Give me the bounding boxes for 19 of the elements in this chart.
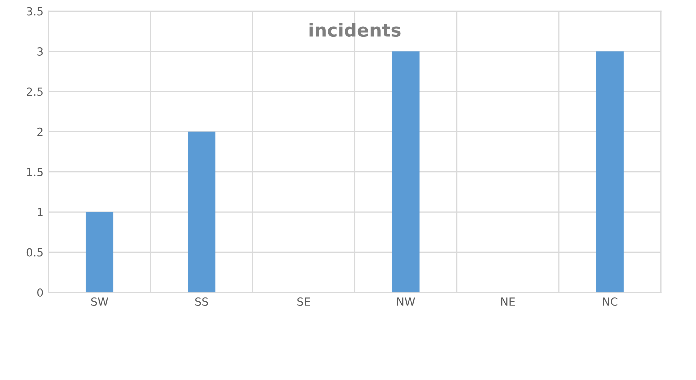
bar [392,52,420,293]
y-tick-label: 2 [38,128,43,136]
y-tick-label: 0.5 [26,248,43,257]
y-tick-label: 2.5 [27,88,43,96]
y-tick-label: 1 [38,208,43,216]
text: incidents [310,23,401,38]
x-tick-label: SW [91,298,108,306]
y-tick-label: 3 [38,48,43,56]
y-tick-label: 0 [38,288,44,297]
x-tick-label: SE [298,298,310,306]
bar [596,52,624,293]
x-tick-label: SS [196,298,208,306]
bar [188,132,216,293]
y-tick-label: 1.5 [27,168,43,176]
x-tick-label: NE [502,298,516,306]
y-tick-label: 3.5 [27,7,43,16]
bar [86,212,114,293]
x-tick-label: NC [603,298,618,306]
x-tick-label: NW [397,298,416,306]
